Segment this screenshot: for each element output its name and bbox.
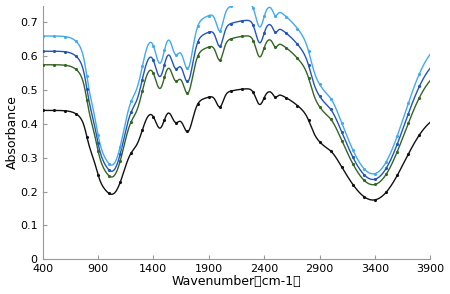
Y-axis label: Absorbance: Absorbance — [5, 96, 18, 169]
X-axis label: Wavenumber（cm-1）: Wavenumber（cm-1） — [171, 275, 302, 288]
